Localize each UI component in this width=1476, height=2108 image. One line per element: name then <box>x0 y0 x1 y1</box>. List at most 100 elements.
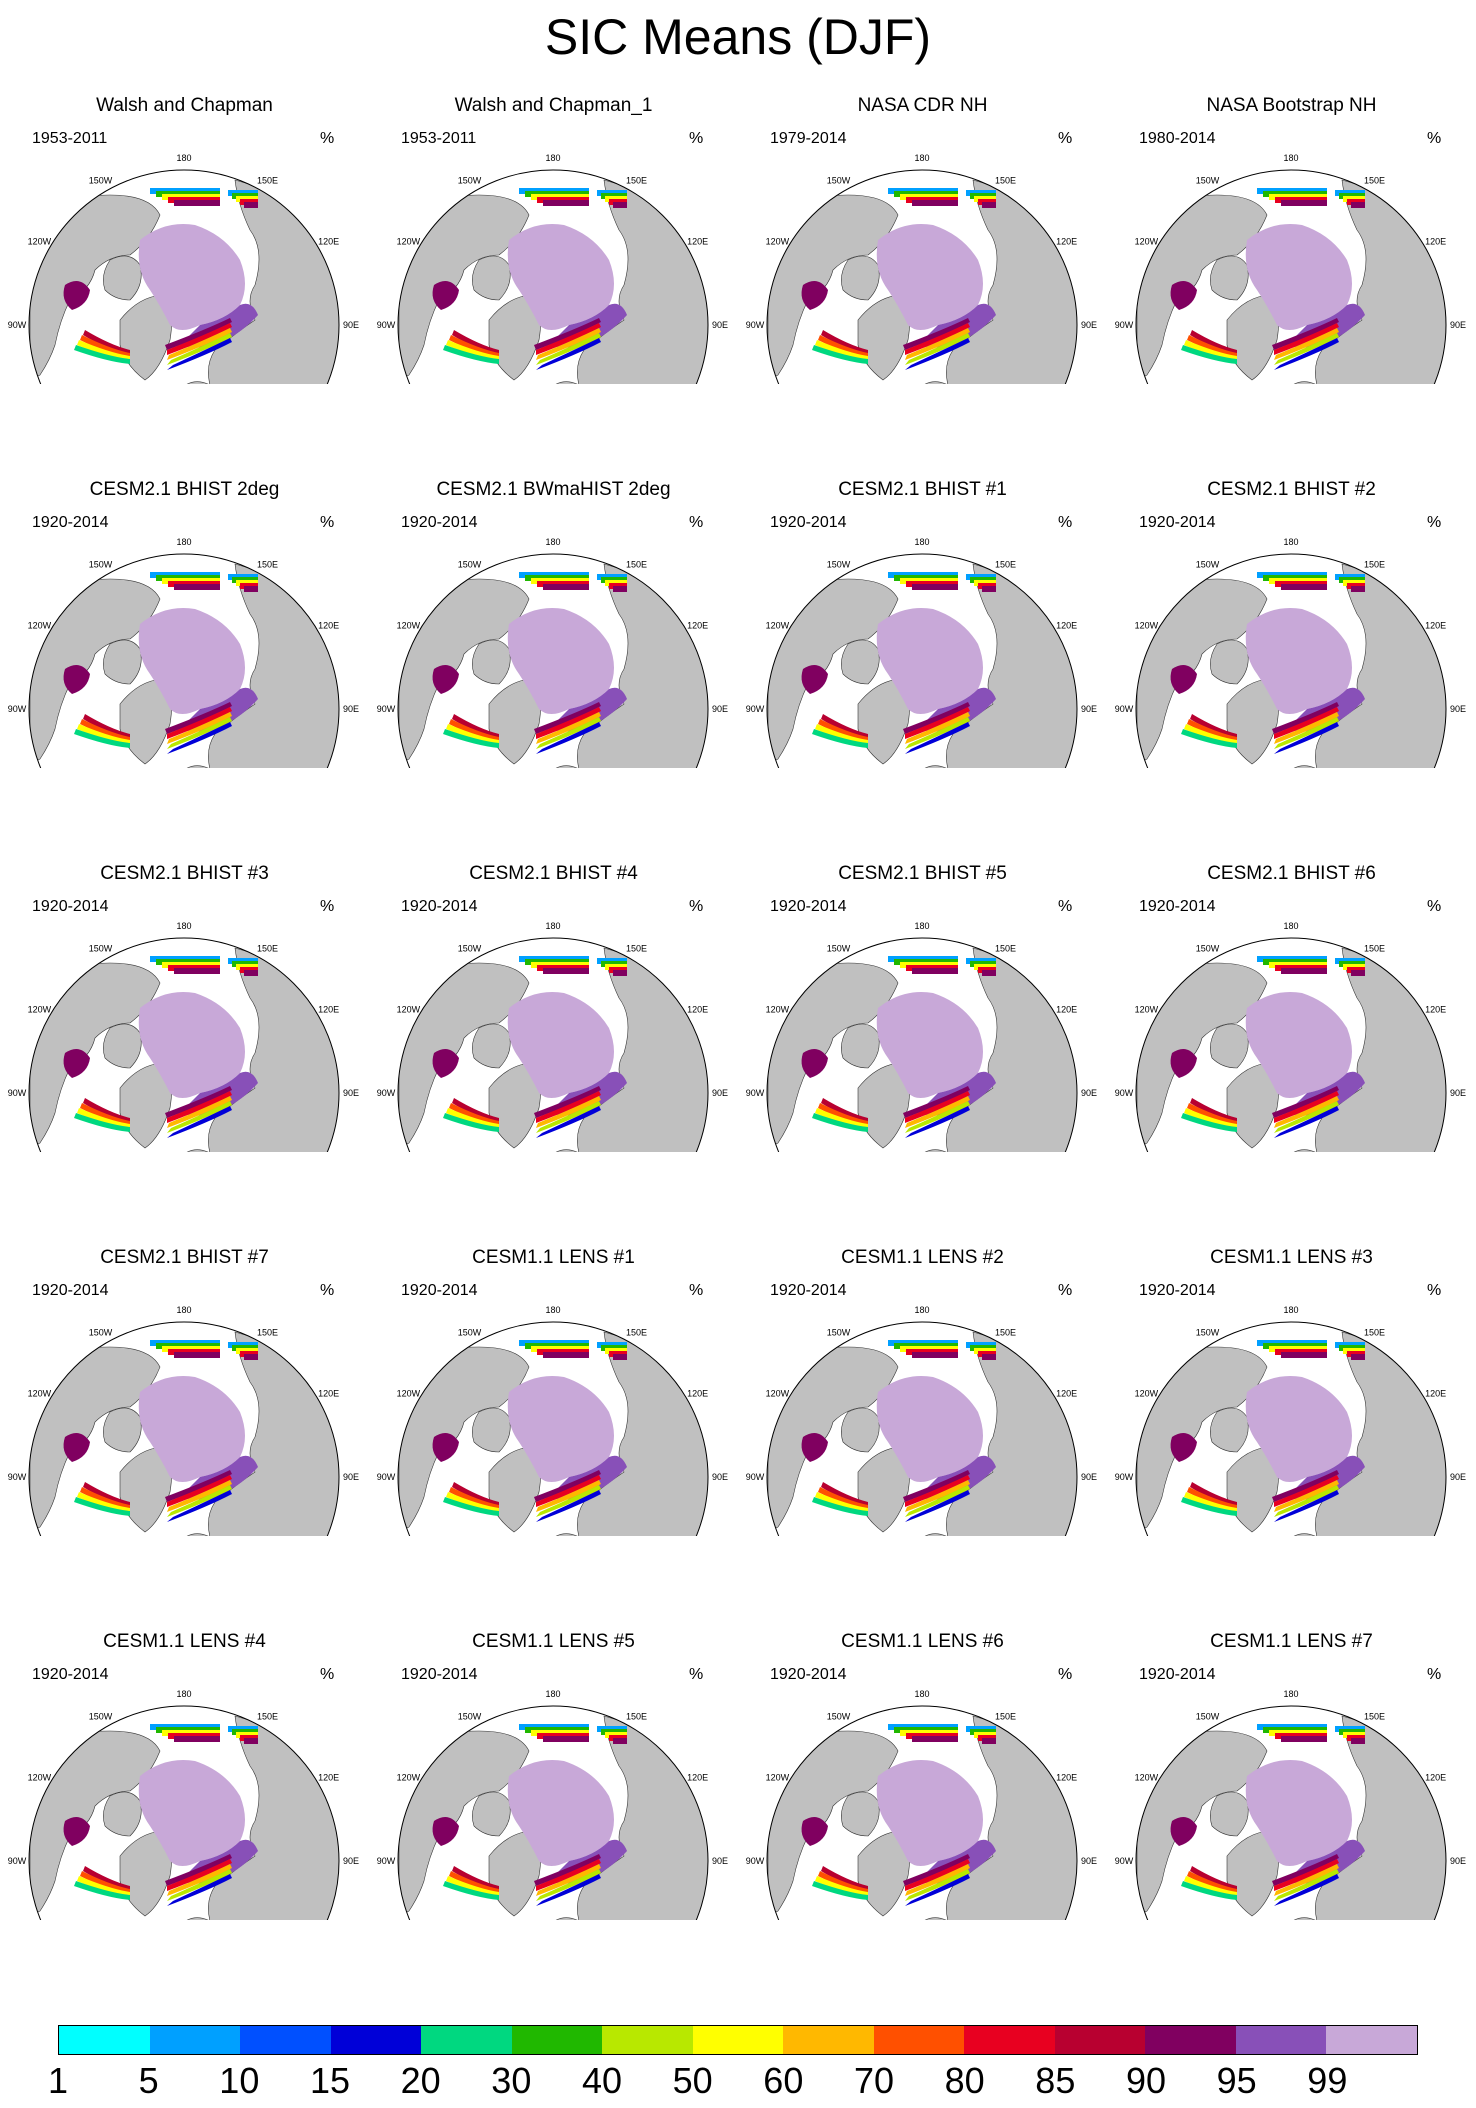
polar-map: 180150W150E120W120E90W90E60W60E30W30E0 <box>8 1305 359 1536</box>
longitude-label: 120W <box>766 1389 790 1399</box>
longitude-label: 120W <box>1135 1773 1159 1783</box>
land <box>29 1346 161 1533</box>
land <box>488 1446 541 1533</box>
sea-ice-band <box>449 1103 499 1126</box>
sea-ice-band <box>1281 1736 1327 1742</box>
panel-units: % <box>1058 514 1073 531</box>
sea-ice-core <box>1245 1376 1352 1482</box>
sea-ice-band <box>905 333 970 365</box>
sea-ice-core <box>138 608 245 714</box>
longitude-label: 120W <box>766 1005 790 1015</box>
sea-ice-core <box>507 224 614 330</box>
sea-ice-band <box>80 1487 130 1510</box>
sea-ice-band <box>167 1096 232 1128</box>
longitude-label: 180 <box>176 153 191 163</box>
longitude-label: 120E <box>318 237 339 247</box>
longitude-label: 90E <box>343 1472 359 1482</box>
sea-ice-band <box>1274 1480 1339 1512</box>
sea-ice-band <box>77 724 130 745</box>
panel-years: 1920-2014 <box>770 514 847 531</box>
longitude-label: 120E <box>1425 1005 1446 1015</box>
longitude-label: 90E <box>1450 1856 1466 1866</box>
map-border <box>28 169 340 384</box>
colorbar-box <box>330 2026 422 2054</box>
sea-ice-band <box>613 970 627 976</box>
land <box>119 294 172 381</box>
sea-ice-band <box>536 1490 601 1522</box>
longitude-label: 120W <box>1135 1005 1159 1015</box>
sea-ice-band <box>905 1869 970 1901</box>
map-panel: CESM1.1 LENS #4 1920-2014% 180 150W 150E 120W… <box>0 1536 369 1920</box>
map-panel: CESM2.1 BWmaHIST 2deg 1920-2014% 180 150W 15… <box>369 384 738 768</box>
sea-ice-band <box>543 968 589 974</box>
polar-map: 180150W150E120W120E90W90E60W60E30W30E0 <box>377 153 728 384</box>
longitude-label: 150E <box>1364 1327 1385 1337</box>
sea-ice-band <box>536 1096 601 1128</box>
sea-ice-band <box>1190 1098 1237 1123</box>
longitude-label: 90W <box>377 1856 396 1866</box>
map-border <box>397 169 709 384</box>
sea-ice-band <box>613 202 627 208</box>
panel-title: CESM2.1 BHIST #3 <box>100 863 269 884</box>
land <box>841 1791 880 1837</box>
longitude-label: 120E <box>318 1005 339 1015</box>
land <box>1210 255 1249 301</box>
longitude-label: 120W <box>766 1773 790 1783</box>
land <box>1226 1446 1279 1533</box>
longitude-label: 120W <box>397 1389 421 1399</box>
sea-ice-band <box>536 1480 601 1512</box>
longitude-label: 120E <box>1056 1389 1077 1399</box>
sea-ice-core <box>1245 608 1352 714</box>
sea-ice-band <box>167 1485 232 1517</box>
land <box>29 1730 161 1917</box>
sea-ice-band <box>167 323 232 355</box>
sea-ice-band <box>1190 714 1237 739</box>
sea-ice-band <box>174 968 220 974</box>
sea-ice-band <box>1274 323 1339 355</box>
longitude-label: 150W <box>458 559 482 569</box>
longitude-label: 90E <box>1450 704 1466 714</box>
sea-ice-band <box>174 1352 220 1358</box>
sea-ice-band <box>818 1103 868 1126</box>
sea-ice-band <box>452 1098 499 1123</box>
panel-years: 1920-2014 <box>32 1282 109 1299</box>
sea-ice-band <box>1272 702 1339 734</box>
sea-ice-band <box>167 1490 232 1522</box>
sea-ice-band <box>167 712 232 744</box>
polar-map: 180150W150E120W120E90W90E60W60E30W30E0 <box>8 537 359 768</box>
panel-title: CESM2.1 BWmaHIST 2deg <box>436 479 671 500</box>
sea-ice-band <box>80 719 130 742</box>
longitude-label: 90W <box>377 1472 396 1482</box>
land <box>174 381 222 384</box>
hudson-bay-ice <box>1170 665 1197 694</box>
colorbar-label: 20 <box>400 2060 441 2101</box>
longitude-label: 180 <box>1283 153 1298 163</box>
sea-ice-band <box>1187 1103 1237 1126</box>
sea-ice-band <box>1351 1354 1365 1360</box>
panel-units: % <box>1427 514 1442 531</box>
sea-ice-band <box>815 1108 868 1129</box>
panel-years: 1920-2014 <box>770 898 847 915</box>
sea-ice-band <box>912 968 958 974</box>
land <box>398 194 530 381</box>
sea-ice-band <box>443 1113 499 1132</box>
panel-years: 1920-2014 <box>1139 514 1216 531</box>
sea-ice-core <box>138 992 245 1098</box>
longitude-label: 120W <box>766 237 790 247</box>
sea-ice-band <box>1274 338 1339 370</box>
sea-ice-band <box>903 1470 970 1502</box>
hudson-bay-ice <box>1170 1433 1197 1462</box>
panel-years: 1920-2014 <box>401 1282 478 1299</box>
longitude-label: 150E <box>995 175 1016 185</box>
longitude-label: 180 <box>914 1305 929 1315</box>
land <box>1226 678 1279 765</box>
sea-ice-band <box>83 714 130 739</box>
sea-ice-band <box>912 584 958 590</box>
colorbar-box <box>692 2026 784 2054</box>
longitude-label: 150E <box>257 943 278 953</box>
land <box>857 1062 910 1149</box>
sea-ice-band <box>982 970 996 976</box>
sea-ice-band <box>165 1470 232 1502</box>
sea-ice-band <box>818 1871 868 1894</box>
sea-ice-core <box>507 992 614 1098</box>
